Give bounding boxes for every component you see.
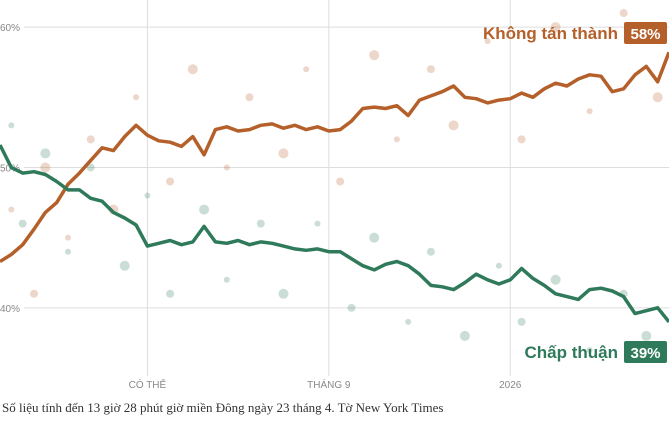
poll-dot	[199, 204, 210, 215]
poll-dot	[369, 50, 380, 61]
poll-dot	[641, 330, 652, 341]
poll-dot	[187, 64, 198, 75]
poll-dot	[652, 92, 663, 103]
series-name: Chấp thuận	[525, 343, 619, 362]
poll-dot	[166, 289, 175, 298]
poll-dot	[586, 346, 593, 353]
poll-dot	[517, 317, 526, 326]
poll-dot	[495, 262, 502, 269]
poll-dot	[550, 274, 561, 285]
poll-dot	[86, 135, 95, 144]
poll-dot	[166, 177, 175, 186]
poll-dot	[18, 219, 27, 228]
poll-dot	[314, 220, 321, 227]
end-label: 58%	[630, 26, 660, 43]
poll-dot	[517, 135, 526, 144]
poll-dot	[223, 276, 230, 283]
poll-dot	[619, 9, 628, 18]
poll-dot	[369, 232, 380, 243]
poll-dot	[459, 330, 470, 341]
poll-dot	[65, 248, 72, 255]
poll-dot	[278, 148, 289, 159]
poll-dot	[347, 303, 356, 312]
series-line	[0, 51, 669, 263]
poll-dot	[119, 260, 130, 271]
y-tick-label: 60%	[0, 23, 20, 34]
poll-dot	[40, 148, 51, 159]
poll-dot	[586, 108, 593, 115]
y-tick-label: 40%	[0, 304, 20, 315]
poll-dot	[133, 94, 140, 101]
poll-dot	[303, 66, 310, 73]
poll-dot	[86, 163, 95, 172]
poll-dot	[65, 234, 72, 241]
poll-dot	[278, 288, 289, 299]
poll-dot	[484, 38, 491, 45]
end-label-box	[624, 22, 667, 44]
poll-dot	[393, 136, 400, 143]
poll-dot	[256, 219, 265, 228]
poll-dot	[405, 318, 412, 325]
series-name: Không tán thành	[483, 24, 618, 43]
poll-dot	[336, 177, 345, 186]
poll-dot	[245, 93, 254, 102]
poll-dot	[8, 122, 15, 129]
poll-dot	[448, 120, 459, 131]
source-note: Số liệu tính đến 13 giờ 28 phút giờ miền…	[2, 400, 443, 415]
poll-dot	[144, 192, 151, 199]
x-tick-label: THÁNG 9	[307, 378, 351, 391]
poll-dot	[550, 22, 561, 33]
end-label-box	[624, 341, 667, 363]
poll-dot	[426, 247, 435, 256]
x-tick-label: 2026	[499, 380, 522, 391]
poll-dot	[40, 162, 51, 173]
end-label: 39%	[630, 345, 660, 362]
poll-dot	[426, 65, 435, 74]
poll-dot	[8, 206, 15, 213]
x-tick-label: CÓ THỂ	[129, 378, 167, 391]
series-line	[0, 144, 669, 323]
poll-dot	[223, 164, 230, 171]
y-tick-label: 50%	[0, 163, 20, 174]
poll-dot	[30, 289, 39, 298]
